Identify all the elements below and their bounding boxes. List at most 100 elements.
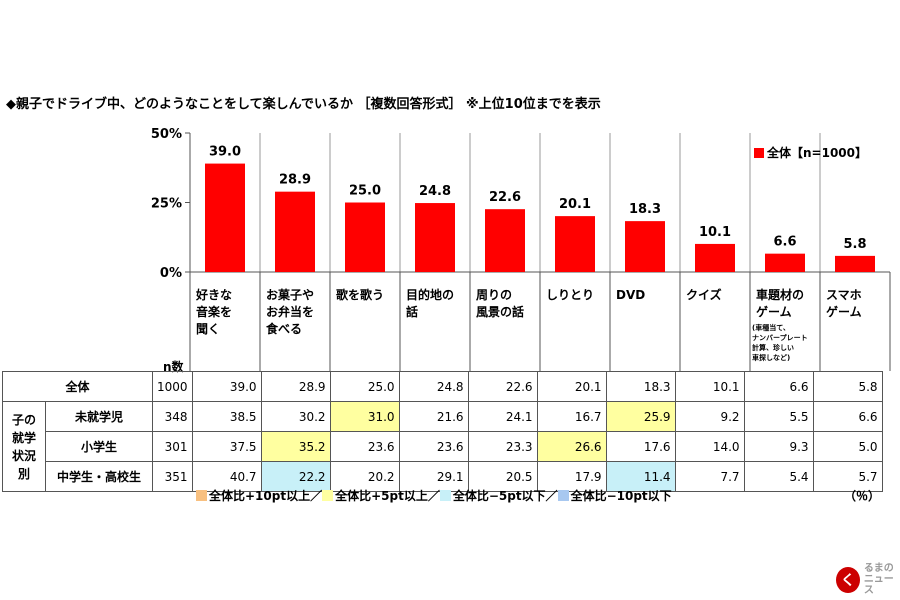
value-cell: 6.6 bbox=[743, 371, 814, 402]
category-label: 車題材の ゲーム bbox=[756, 288, 805, 319]
n-header: n数 bbox=[163, 360, 184, 374]
unit-label: （％） bbox=[843, 489, 880, 503]
bar bbox=[345, 202, 385, 272]
value-cell: 40.7 bbox=[191, 461, 262, 492]
data-label: 25.0 bbox=[349, 184, 381, 199]
n-cell: 351 bbox=[152, 461, 193, 492]
value-cell: 18.3 bbox=[605, 371, 676, 402]
value-cell: 38.5 bbox=[191, 401, 262, 432]
category-note: (車種当て、 ナンバープレート 計算、珍しい 車探しなど) bbox=[752, 324, 808, 362]
category-label: 好きな 音楽を 聞く bbox=[196, 288, 233, 336]
value-cell: 22.2 bbox=[260, 461, 331, 492]
value-cell: 5.7 bbox=[812, 461, 883, 492]
value-cell: 31.0 bbox=[329, 401, 400, 432]
value-cell: 26.6 bbox=[536, 431, 607, 462]
highlight-label: 全体比−5pt以下／ bbox=[452, 489, 558, 503]
breakdown-table: 全体 1000 39.0 28.9 25.0 24.8 22.6 20.1 18.3 10.1 6.… bbox=[2, 371, 883, 492]
highlight-label: 全体比+10pt以上／ bbox=[209, 489, 323, 503]
data-label: 20.1 bbox=[559, 197, 591, 212]
bar bbox=[765, 253, 805, 272]
bar bbox=[625, 221, 665, 272]
value-cell: 9.3 bbox=[743, 431, 814, 462]
y-tick-label: 50% bbox=[151, 127, 182, 142]
data-label: 39.0 bbox=[209, 145, 241, 160]
value-cell: 20.1 bbox=[536, 371, 607, 402]
category-label: お菓子や お弁当を 食べる bbox=[266, 288, 315, 336]
value-cell: 5.0 bbox=[812, 431, 883, 462]
value-cell: 10.1 bbox=[674, 371, 745, 402]
n-cell: 348 bbox=[152, 401, 193, 432]
value-cell: 23.6 bbox=[398, 431, 469, 462]
value-cell: 29.1 bbox=[398, 461, 469, 492]
bar bbox=[835, 255, 875, 272]
table-row: 子の 就学 状況 別未就学児 348 38.5 30.2 31.0 21.6 24.1 16.… bbox=[2, 401, 883, 492]
category-label: 目的地の 話 bbox=[406, 288, 455, 319]
bar bbox=[275, 191, 315, 272]
category-label: 周りの 風景の話 bbox=[476, 288, 525, 319]
value-cell: 37.5 bbox=[191, 431, 262, 462]
highlight-swatch bbox=[557, 490, 569, 501]
category-label: スマホ ゲーム bbox=[826, 288, 862, 319]
table-row: 小学生 301 37.5 35.2 23.6 23.6 23.3 26.6 17.6 14.0 9.… bbox=[3, 431, 883, 462]
bar bbox=[485, 209, 525, 272]
legend-swatch bbox=[754, 147, 764, 158]
y-tick-label: 0% bbox=[160, 266, 182, 281]
bar bbox=[415, 203, 455, 272]
category-label: しりとり bbox=[546, 288, 595, 302]
value-cell: 24.1 bbox=[467, 401, 538, 432]
category-label: 歌を歌う bbox=[336, 288, 385, 302]
value-cell: 9.2 bbox=[674, 401, 745, 432]
value-cell: 5.5 bbox=[743, 401, 814, 432]
group-label: 子の 就学 状況 別 bbox=[2, 401, 46, 492]
value-cell: 5.4 bbox=[743, 461, 814, 492]
value-cell: 24.8 bbox=[398, 371, 469, 402]
value-cell: 22.6 bbox=[467, 371, 538, 402]
category-label: クイズ bbox=[686, 288, 722, 302]
legend-label: 全体【n=1000】 bbox=[767, 146, 867, 160]
value-cell: 20.5 bbox=[467, 461, 538, 492]
value-cell: 23.6 bbox=[329, 431, 400, 462]
data-label: 6.6 bbox=[773, 235, 796, 250]
table-row: 中学生・高校生 351 40.7 22.2 20.2 29.1 20.5 17.9 11.4 7.… bbox=[3, 461, 883, 492]
data-label: 24.8 bbox=[419, 184, 451, 199]
row-label: 全体 bbox=[2, 371, 153, 402]
site-logo: く るまの ニュース bbox=[836, 563, 900, 596]
value-cell: 30.2 bbox=[260, 401, 331, 432]
highlight-swatch bbox=[322, 490, 334, 501]
value-cell: 17.6 bbox=[605, 431, 676, 462]
data-label: 18.3 bbox=[629, 202, 661, 217]
value-cell: 16.7 bbox=[536, 401, 607, 432]
highlight-swatch bbox=[439, 490, 451, 501]
table-row: 全体 1000 39.0 28.9 25.0 24.8 22.6 20.1 18.3 10.1 6.… bbox=[2, 371, 883, 402]
value-cell: 11.4 bbox=[605, 461, 676, 492]
value-cell: 23.3 bbox=[467, 431, 538, 462]
value-cell: 25.0 bbox=[329, 371, 400, 402]
n-cell: 301 bbox=[152, 431, 193, 462]
value-cell: 35.2 bbox=[260, 431, 331, 462]
value-cell: 21.6 bbox=[398, 401, 469, 432]
logo-text: るまの ニュース bbox=[863, 563, 894, 596]
highlight-label: 全体比+5pt以上／ bbox=[335, 489, 440, 503]
chart-title: ◆親子でドライブ中、どのようなことをして楽しんでいるか ［複数回答形式］ ※上位… bbox=[6, 97, 601, 112]
legend: 全体【n=1000】 bbox=[754, 144, 867, 161]
highlight-swatch bbox=[196, 490, 207, 501]
data-label: 28.9 bbox=[279, 173, 311, 188]
y-tick-label: 25% bbox=[151, 197, 182, 212]
n-cell: 1000 bbox=[152, 371, 193, 402]
row-label: 中学生・高校生 bbox=[45, 461, 153, 492]
data-label: 10.1 bbox=[699, 225, 731, 240]
value-cell: 14.0 bbox=[674, 431, 745, 462]
value-cell: 17.9 bbox=[536, 461, 607, 492]
highlight-legend: 全体比+10pt以上／ 全体比+5pt以上／ 全体比−5pt以下／ 全体比−10pt以… bbox=[196, 487, 672, 504]
row-label: 未就学児 bbox=[45, 401, 153, 432]
data-label: 5.8 bbox=[843, 237, 866, 252]
bar bbox=[555, 216, 595, 272]
value-cell: 5.8 bbox=[812, 371, 883, 402]
value-cell: 28.9 bbox=[260, 371, 331, 402]
category-label: DVD bbox=[616, 288, 646, 302]
value-cell: 7.7 bbox=[674, 461, 745, 492]
value-cell: 39.0 bbox=[191, 371, 262, 402]
value-cell: 20.2 bbox=[329, 461, 400, 492]
value-cell: 25.9 bbox=[605, 401, 676, 432]
